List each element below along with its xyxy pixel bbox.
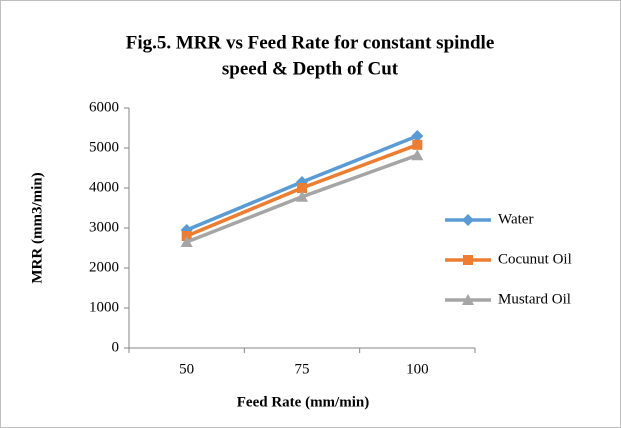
marker — [180, 236, 193, 247]
marker — [411, 130, 424, 142]
legend-label: Cocunut Oil — [498, 251, 572, 267]
marker — [411, 149, 424, 161]
chart-title: Fig.5. MRR vs Feed Rate for constant spi… — [126, 32, 495, 53]
legend-label: Mustard Oil — [498, 291, 571, 307]
x-tick-label: 50 — [179, 361, 194, 377]
marker — [412, 139, 423, 150]
marker — [462, 294, 474, 305]
y-tick-label: 6000 — [89, 99, 119, 115]
y-tick-label: 2000 — [89, 259, 119, 275]
y-axis-title: MRR (mm3/min) — [29, 172, 45, 283]
marker — [462, 214, 474, 226]
x-tick-label: 75 — [295, 361, 310, 377]
y-tick-label: 4000 — [89, 179, 119, 195]
marker — [296, 190, 308, 202]
y-tick-label: 5000 — [89, 139, 119, 155]
y-tick-label: 0 — [112, 339, 120, 355]
x-axis-title: Feed Rate (mm/min) — [237, 394, 369, 410]
y-tick-label: 3000 — [89, 219, 119, 235]
marker — [297, 183, 307, 193]
marker — [463, 255, 473, 265]
y-tick-label: 1000 — [89, 299, 119, 315]
chart-title: speed & Depth of Cut — [222, 58, 399, 79]
legend-label: Water — [498, 211, 533, 227]
x-tick-label: 100 — [406, 361, 429, 377]
